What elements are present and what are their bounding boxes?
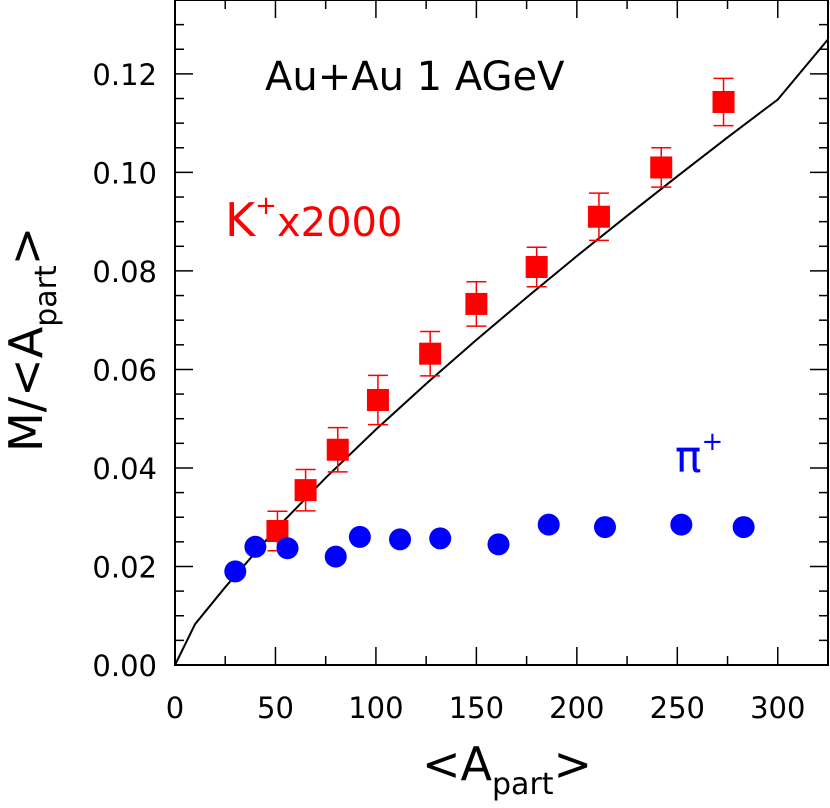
kplus-point (650, 156, 673, 179)
piplus-point (244, 535, 267, 558)
piplus-point (348, 525, 371, 548)
y-axis-label: M/<Apart> (0, 227, 64, 452)
kplus-point (587, 205, 610, 228)
kplus-point (525, 255, 548, 278)
kplus-point (266, 520, 289, 543)
y-tick-label: 0.00 (92, 649, 157, 683)
legend-piplus-main: π (675, 432, 702, 483)
y-tick-label: 0.06 (92, 353, 157, 387)
piplus-point (276, 537, 299, 560)
x-tick-label: 150 (449, 691, 504, 725)
tick-labels: 0 50 100 150 200 250 300 0.00 0.02 0.04 0.06 0.08 0.… (92, 58, 805, 725)
y-axis-label-suffix: > (0, 227, 53, 266)
y-tick-label: 0.10 (92, 156, 157, 190)
piplus-point (389, 528, 412, 551)
fit-curve (174, 38, 829, 666)
ticks (174, 0, 829, 666)
kplus-point (294, 479, 317, 502)
kplus-point (366, 388, 389, 411)
kplus-point (326, 438, 349, 461)
piplus-point (593, 516, 616, 539)
x-tick-label: 300 (750, 691, 805, 725)
piplus-point (732, 516, 755, 539)
legend-piplus-sup: + (702, 427, 724, 457)
legend-kplus-sup: + (255, 191, 277, 221)
piplus-point (670, 513, 693, 536)
legend-kplus-rest: x2000 (277, 200, 402, 246)
y-tick-label: 0.12 (92, 58, 157, 92)
x-tick-label: 250 (650, 691, 705, 725)
plot-frame (174, 0, 829, 666)
x-axis-label-prefix: <A (422, 737, 493, 791)
annotation-text: Au+Au 1 AGeV (265, 54, 565, 100)
x-tick-label: 0 (166, 691, 184, 725)
legend-kplus: K+x2000 (225, 191, 402, 247)
y-tick-label: 0.02 (92, 550, 157, 584)
x-tick-label: 200 (549, 691, 604, 725)
kplus-point (712, 90, 735, 113)
piplus-point (487, 533, 510, 556)
y-axis-label-prefix: M/<A (0, 326, 53, 452)
x-tick-label: 100 (348, 691, 403, 725)
y-axis-label-sub: part (29, 265, 64, 327)
kplus-point (419, 342, 442, 365)
x-axis-label: <Apart> (422, 737, 592, 802)
kplus-point (465, 292, 488, 315)
legend-piplus: π+ (675, 427, 723, 483)
piplus-point (429, 527, 452, 550)
legend-kplus-main: K (225, 193, 257, 247)
x-axis-label-sub: part (492, 767, 554, 802)
x-axis-label-suffix: > (554, 737, 593, 791)
piplus-point (224, 560, 247, 583)
data-marks (224, 77, 755, 583)
x-tick-label: 50 (257, 691, 294, 725)
y-tick-label: 0.08 (92, 255, 157, 289)
piplus-point (537, 513, 560, 536)
y-tick-label: 0.04 (92, 452, 157, 486)
piplus-point (324, 545, 347, 568)
